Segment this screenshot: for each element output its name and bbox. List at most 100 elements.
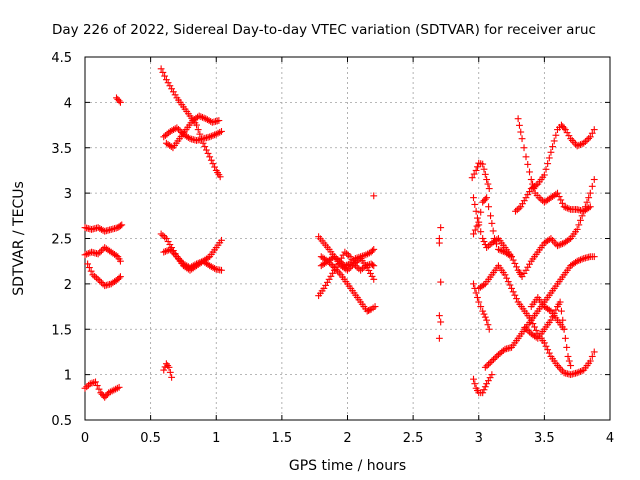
data-point — [590, 253, 598, 261]
y-tick-label: 3.5 — [51, 142, 72, 157]
data-point — [470, 170, 478, 178]
data-point — [358, 265, 366, 273]
data-point — [370, 262, 378, 270]
data-point — [207, 132, 215, 140]
data-point — [532, 326, 540, 334]
data-points — [81, 65, 598, 401]
data-point — [509, 256, 517, 264]
data-point — [325, 275, 333, 283]
data-point — [200, 114, 208, 122]
data-point — [542, 342, 550, 350]
data-point — [513, 263, 520, 271]
data-point — [504, 278, 512, 286]
data-point — [468, 174, 476, 182]
data-point — [483, 176, 491, 183]
data-track — [470, 371, 496, 397]
data-track — [160, 245, 225, 274]
data-point — [477, 303, 485, 310]
data-point — [162, 235, 170, 242]
data-track — [481, 253, 598, 371]
data-point — [162, 76, 170, 84]
data-point — [471, 201, 479, 208]
data-point — [81, 384, 89, 392]
data-point — [508, 285, 515, 292]
data-point — [544, 160, 552, 168]
data-point — [169, 88, 177, 96]
data-point — [547, 316, 555, 324]
data-point — [166, 368, 174, 376]
data-point — [573, 226, 581, 233]
data-point — [532, 181, 540, 189]
grid — [85, 57, 610, 420]
x-tick-label: 2.5 — [403, 431, 424, 446]
data-point — [363, 264, 371, 271]
data-point — [522, 325, 530, 333]
data-point — [323, 278, 331, 286]
data-point — [575, 368, 583, 376]
data-point — [474, 163, 481, 171]
data-track — [81, 378, 123, 401]
data-point — [206, 133, 214, 141]
data-point — [344, 251, 352, 259]
data-point — [485, 203, 492, 211]
data-point — [491, 354, 499, 362]
data-point — [204, 150, 212, 157]
data-point — [195, 112, 203, 120]
data-point — [475, 298, 483, 306]
data-point — [87, 267, 95, 275]
data-point — [511, 291, 519, 299]
data-point — [117, 222, 124, 230]
data-point — [481, 170, 489, 178]
data-point — [218, 266, 225, 274]
data-point — [365, 267, 373, 274]
data-point — [435, 334, 443, 342]
data-point — [577, 216, 584, 224]
data-point — [560, 124, 568, 132]
data-point — [488, 371, 496, 379]
data-point — [580, 139, 588, 147]
data-point — [96, 248, 104, 256]
data-track — [81, 244, 124, 265]
data-track — [514, 115, 594, 215]
data-point — [472, 207, 480, 215]
data-point — [176, 256, 184, 264]
data-point — [184, 134, 192, 141]
data-point — [513, 295, 520, 303]
data-point — [370, 192, 378, 200]
data-point — [506, 252, 514, 259]
data-point — [524, 191, 532, 199]
data-point — [349, 262, 356, 269]
data-point — [216, 173, 224, 181]
data-point — [168, 85, 176, 93]
data-track — [370, 192, 378, 200]
data-point — [527, 316, 535, 324]
data-point — [527, 176, 535, 183]
y-tick-label: 2 — [64, 278, 72, 293]
data-point — [558, 307, 565, 315]
data-point — [480, 281, 488, 289]
x-tick-label: 3.5 — [534, 431, 555, 446]
data-point — [520, 144, 528, 152]
data-point — [563, 344, 571, 351]
data-point — [165, 246, 173, 254]
data-point — [485, 360, 492, 368]
data-point — [590, 126, 598, 133]
data-point — [115, 97, 123, 105]
data-point — [575, 221, 583, 229]
data-point — [85, 264, 93, 271]
data-point — [159, 69, 167, 76]
y-tick-label: 1.5 — [51, 323, 72, 338]
y-tick-label: 2.5 — [51, 233, 72, 248]
data-point — [201, 143, 209, 151]
data-point — [485, 325, 493, 333]
chart-title: Day 226 of 2022, Sidereal Day-to-day VTE… — [52, 22, 596, 38]
data-point — [215, 117, 223, 124]
x-tick-label: 3 — [475, 431, 483, 446]
data-point — [567, 362, 575, 369]
data-point — [115, 383, 123, 391]
data-point — [329, 254, 337, 262]
data-point — [91, 272, 99, 280]
data-point — [191, 261, 199, 269]
data-point — [532, 333, 540, 341]
data-point — [437, 278, 445, 286]
